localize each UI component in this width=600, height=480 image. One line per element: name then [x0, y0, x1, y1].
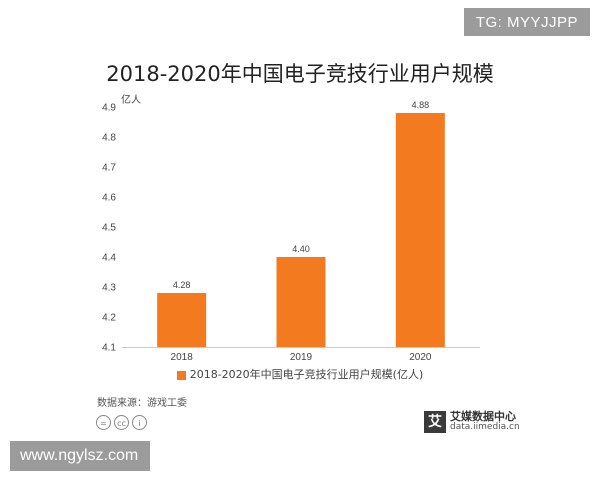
y-tick-label: 4.4: [102, 253, 116, 264]
y-tick-label: 4.3: [102, 283, 116, 294]
y-tick-label: 4.9: [102, 103, 116, 114]
legend: 2018-2020年中国电子竞技行业用户规模(亿人): [0, 366, 600, 382]
tg-badge: TG: MYYJJPP: [463, 8, 590, 36]
legend-swatch: [176, 370, 186, 380]
y-axis-unit: 亿人: [121, 93, 141, 106]
bar: [395, 113, 445, 347]
attribution-icon: i: [132, 415, 147, 430]
y-tick-label: 4.1: [102, 343, 116, 354]
data-label: 4.88: [412, 100, 430, 110]
y-tick-label: 4.8: [102, 133, 116, 144]
bar: [157, 293, 207, 347]
x-tick-label: 2018: [171, 352, 194, 363]
license-icons: = cc i: [96, 415, 147, 430]
y-tick-label: 4.2: [102, 313, 116, 324]
x-tick-label: 2020: [409, 352, 432, 363]
y-tick-label: 4.7: [102, 163, 116, 174]
source-note: 数据来源：游戏工委: [97, 398, 187, 409]
brand-logo: 艾 艾媒数据中心 data.iimedia.cn: [424, 410, 520, 433]
cc-icon: cc: [114, 415, 129, 430]
legend-label: 2018-2020年中国电子竞技行业用户规模(亿人): [189, 368, 424, 381]
data-label: 4.28: [173, 280, 191, 290]
nd-icon: =: [96, 415, 111, 430]
x-tick-label: 2019: [290, 352, 313, 363]
brand-name: 艾媒数据中心: [450, 410, 516, 423]
chart-title: 2018-2020年中国电子竞技行业用户规模: [106, 62, 494, 86]
y-tick-label: 4.6: [102, 193, 116, 204]
data-label: 4.40: [292, 244, 310, 254]
y-tick-label: 4.5: [102, 223, 116, 234]
brand-mark: 艾: [424, 411, 446, 433]
brand-url: data.iimedia.cn: [450, 422, 520, 433]
bar-chart: 亿人 4.1 4.2 4.3 4.4 4.5 4.6 4.7 4.8 4.9 4.28 2018 4.4…: [102, 93, 480, 363]
watermark: www.ngylsz.com: [10, 441, 151, 471]
bar: [276, 257, 326, 347]
